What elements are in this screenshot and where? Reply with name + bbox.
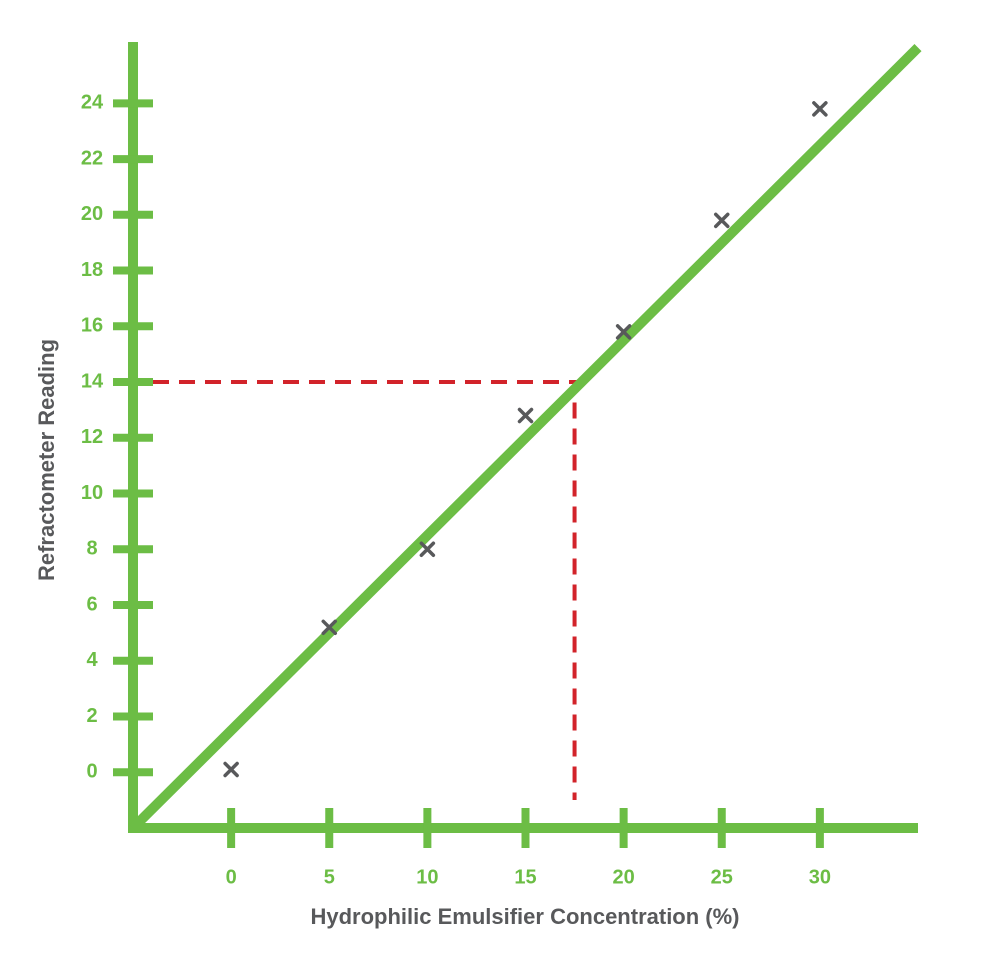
y-tick-label: 24 (81, 92, 104, 114)
fit-line (129, 44, 922, 832)
data-point (615, 324, 632, 340)
data-point (517, 407, 534, 424)
data-point (223, 761, 239, 778)
data-point (419, 541, 436, 558)
x-tick-label: 5 (324, 866, 335, 888)
data-point (321, 619, 337, 636)
x-tick-label: 25 (711, 866, 733, 888)
reading-guide (153, 380, 577, 800)
y-tick-label: 22 (81, 147, 103, 169)
x-tick-label: 10 (416, 866, 438, 888)
y-tick-label: 10 (81, 482, 103, 504)
x-axis-label: Hydrophilic Emulsifier Concentration (%) (310, 904, 739, 929)
x-tick-label: 20 (613, 866, 635, 888)
y-axis-label: Refractometer Reading (34, 339, 59, 581)
y-tick-label: 2 (86, 705, 97, 727)
y-tick-label: 14 (81, 370, 104, 392)
x-tick-label: 0 (226, 866, 237, 888)
y-tick-label: 12 (81, 426, 103, 448)
y-tick-label: 18 (81, 259, 103, 281)
y-tick-label: 20 (81, 203, 103, 225)
x-tick-label: 15 (514, 866, 536, 888)
data-point (812, 101, 828, 117)
x-tick-label: 30 (809, 866, 831, 888)
y-tick-label: 0 (86, 761, 97, 783)
y-tick-label: 16 (81, 315, 103, 337)
y-tick-label: 8 (86, 538, 97, 560)
y-tick-label: 4 (86, 649, 98, 671)
y-tick-label: 6 (86, 593, 97, 615)
data-point (714, 212, 730, 229)
